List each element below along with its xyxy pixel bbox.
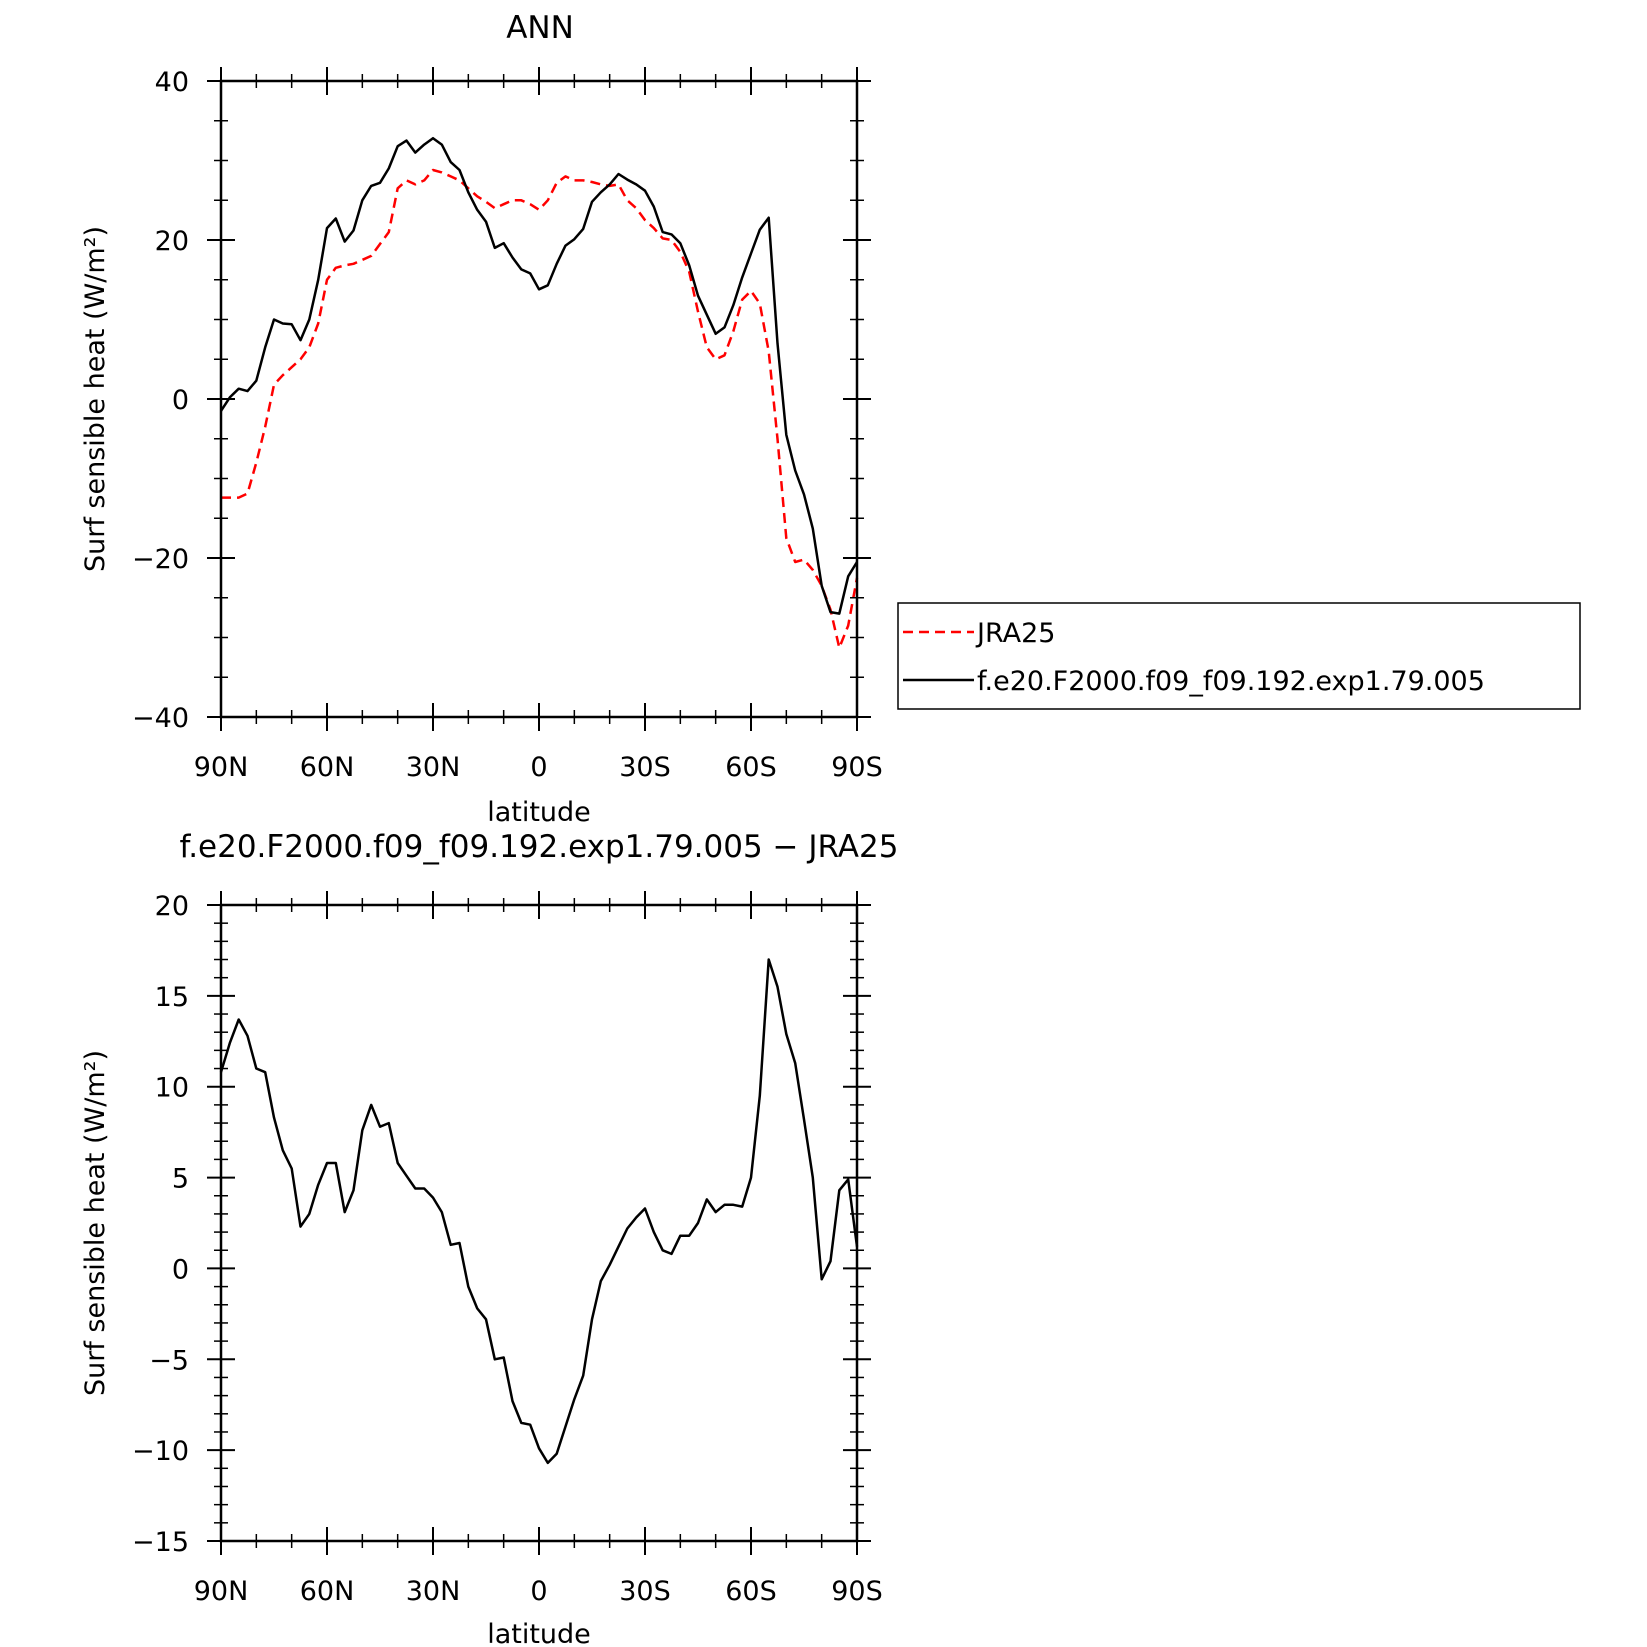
bottom-chart-series-group [219,958,859,1465]
top-chart-y-tick-label: −40 [132,703,189,734]
bottom-chart-y-tick-label: 5 [172,1164,189,1195]
top-chart: ANN −40 −20 0 20 40 90N 60N 30N 0 30S 60S 90S lati… [80,10,883,828]
top-chart-series-line-2 [219,136,859,615]
bottom-chart-y-tick-label: −5 [149,1345,189,1376]
bottom-chart-y-tick-label: −15 [132,1527,189,1558]
top-chart-y-tick-label: 0 [172,385,189,416]
bottom-chart-x-tick-label: 90S [831,1576,883,1607]
bottom-chart-y-tick-label: 15 [155,982,189,1013]
legend-box [897,602,1581,710]
top-chart-y-tick-label: −20 [132,544,189,575]
bottom-chart-x-tick-labels: 90N 60N 30N 0 30S 60S 90S [194,1576,883,1607]
bottom-chart-title: f.e20.F2000.f09_f09.192.exp1.79.005 − JR… [180,829,899,865]
top-chart-series-group [219,136,859,650]
bottom-chart-y-tick-labels: −15 −10 −5 0 5 10 15 20 [132,891,189,1558]
bottom-chart-x-tick-label: 60S [725,1576,777,1607]
top-chart-series-line-1 [221,168,859,650]
top-chart-ticks [207,67,871,731]
legend-label-model: f.e20.F2000.f09_f09.192.exp1.79.005 [977,666,1485,697]
top-chart-x-tick-label: 60N [300,752,355,783]
bottom-chart-x-tick-label: 30S [619,1576,671,1607]
top-chart-x-tick-labels: 90N 60N 30N 0 30S 60S 90S [194,752,883,783]
legend-label-jra25: JRA25 [975,618,1055,649]
bottom-chart-y-tick-label: −10 [132,1436,189,1467]
top-chart-y-axis-label: Surf sensible heat (W/m²) [80,226,111,572]
top-chart-title: ANN [506,10,574,46]
bottom-chart-x-tick-label: 60N [300,1576,355,1607]
bottom-chart-x-tick-label: 30N [406,1576,461,1607]
bottom-chart-series-line-1 [219,958,859,1465]
top-chart-y-tick-label: 20 [155,226,189,257]
bottom-chart-x-tick-label: 90N [194,1576,249,1607]
legend: JRA25 f.e20.F2000.f09_f09.192.exp1.79.00… [897,602,1581,710]
top-chart-x-tick-label: 90N [194,752,249,783]
top-chart-y-tick-labels: −40 −20 0 20 40 [132,67,189,734]
top-chart-x-tick-label: 90S [831,752,883,783]
bottom-chart-x-axis-label: latitude [487,1619,591,1647]
top-chart-x-tick-label: 60S [725,752,777,783]
bottom-chart-y-axis-label: Surf sensible heat (W/m²) [80,1050,111,1396]
bottom-chart-y-tick-label: 20 [155,891,189,922]
top-chart-x-tick-label: 30S [619,752,671,783]
bottom-chart-ticks [207,891,871,1555]
bottom-chart-plot-frame [219,903,859,1543]
top-chart-plot-frame [219,79,859,719]
top-chart-x-axis-label: latitude [487,797,591,828]
bottom-chart: f.e20.F2000.f09_f09.192.exp1.79.005 − JR… [80,829,898,1647]
bottom-chart-y-tick-label: 0 [172,1254,189,1285]
top-chart-x-tick-label: 0 [530,752,547,783]
bottom-chart-x-tick-label: 0 [530,1576,547,1607]
top-chart-x-tick-label: 30N [406,752,461,783]
top-chart-y-tick-label: 40 [155,67,189,98]
bottom-chart-y-tick-label: 10 [155,1073,189,1104]
